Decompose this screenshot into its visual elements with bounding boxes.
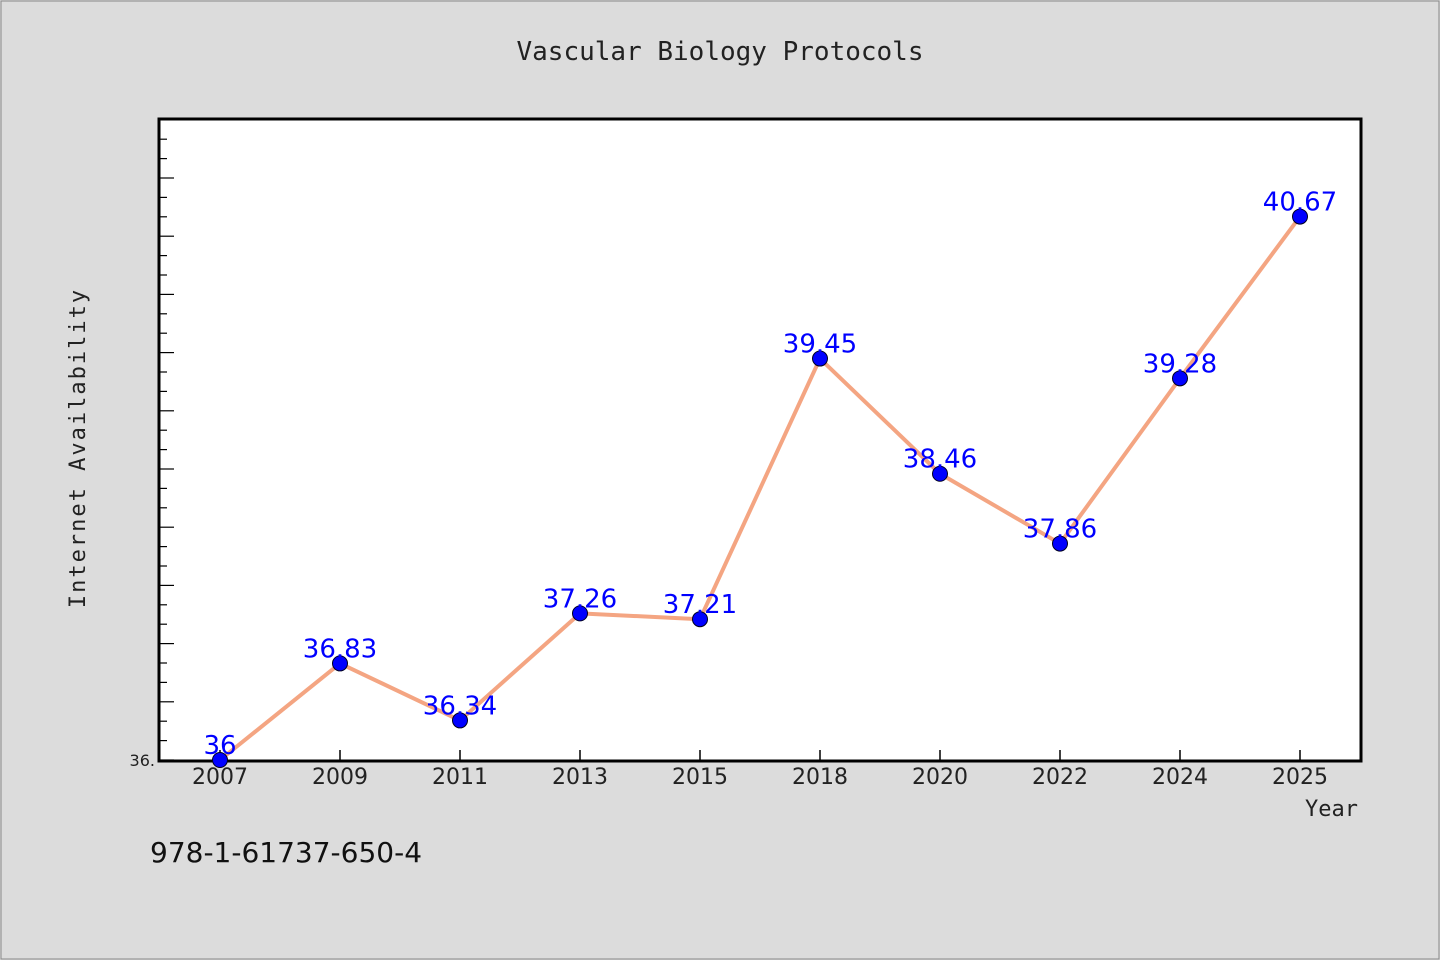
x-tick-label: 2018 <box>792 765 848 790</box>
data-point <box>1172 370 1188 387</box>
data-point <box>1292 208 1308 225</box>
series-line <box>218 214 1302 762</box>
x-tick-label: 2020 <box>912 765 968 790</box>
x-tick-label: 2022 <box>1032 765 1088 790</box>
series-line-group <box>218 214 1302 762</box>
data-point <box>692 611 708 628</box>
y-tick-label: 36. <box>130 751 155 770</box>
data-point <box>812 350 828 367</box>
x-tick-label: 2024 <box>1152 765 1208 790</box>
x-tick-label: 2025 <box>1272 765 1328 790</box>
x-tick-label: 2013 <box>552 765 608 790</box>
data-markers <box>212 208 1308 768</box>
data-point <box>332 655 348 672</box>
x-tick-label: 2009 <box>312 765 368 790</box>
x-tick-label: 2015 <box>672 765 728 790</box>
data-labels: 36 36.83 36.34 37.26 37.21 39.45 38.46 37.86 39.… <box>203 188 1337 761</box>
chart-title: Vascular Biology Protocols <box>517 37 924 67</box>
x-tick-label: 2007 <box>192 765 248 790</box>
data-point <box>932 465 948 482</box>
data-label: 36.83 <box>303 634 377 664</box>
data-label: 37.86 <box>1023 515 1097 545</box>
data-point <box>572 605 588 622</box>
data-label: 36 <box>203 731 236 761</box>
plot-area <box>157 117 1363 763</box>
data-point <box>212 752 228 768</box>
y-axis-ticks <box>160 138 174 761</box>
data-point <box>1052 535 1068 552</box>
data-label: 38.46 <box>903 445 977 475</box>
data-label: 37.26 <box>543 584 617 614</box>
data-label: 36.34 <box>423 691 497 721</box>
data-label: 37.21 <box>663 590 737 620</box>
data-label: 39.45 <box>783 330 857 360</box>
x-tick-labels: 2007 2009 2011 2013 2015 2018 2020 2022 2024 2025 <box>192 765 1328 790</box>
x-tick-label: 2011 <box>432 765 488 790</box>
x-axis-label: Year <box>1305 797 1358 822</box>
data-point <box>452 712 468 729</box>
data-label: 40.67 <box>1263 188 1337 218</box>
data-label: 39.28 <box>1143 349 1217 379</box>
y-axis-label: Internet Availability <box>66 288 91 608</box>
isbn-text: 978-1-61737-650-4 <box>150 836 423 869</box>
